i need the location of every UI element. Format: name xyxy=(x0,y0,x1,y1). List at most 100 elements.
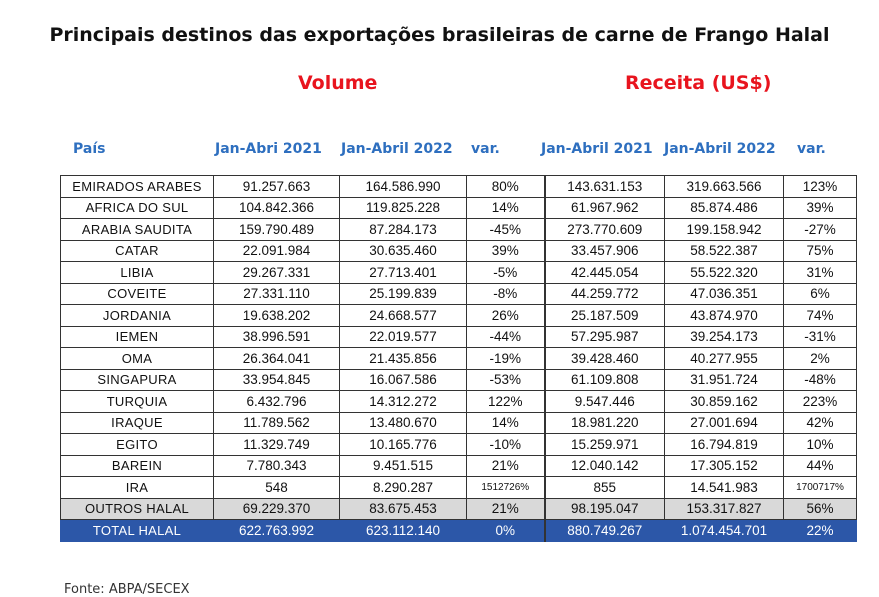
cell-country: SINGAPURA xyxy=(60,368,214,391)
cell-rec-2021: 273.770.609 xyxy=(543,218,665,241)
cell-rec-2022: 85.874.486 xyxy=(664,196,784,219)
cell-country: IEMEN xyxy=(60,325,214,348)
cell-vol-2021: 69.229.370 xyxy=(213,497,340,520)
cell-rec-2022: 27.001.694 xyxy=(664,411,784,434)
exports-table: EMIRADOS ARABES 91.257.663 164.586.990 80% 1… xyxy=(60,175,857,542)
cell-rec-var: 44% xyxy=(783,454,857,477)
header-rec-2021: Jan-Abril 2021 xyxy=(541,141,653,157)
cell-rec-var: 39% xyxy=(783,196,857,219)
cell-vol-2022: 13.480.670 xyxy=(339,411,467,434)
header-vol-2022: Jan-Abril 2022 xyxy=(341,141,453,157)
cell-vol-var: -44% xyxy=(466,325,545,348)
cell-rec-2021: 33.457.906 xyxy=(543,239,665,262)
cell-rec-2022: 1.074.454.701 xyxy=(664,519,784,542)
cell-rec-var: -48% xyxy=(783,368,857,391)
table-row: IRA 548 8.290.287 1512726% 855 14.541.983 1700… xyxy=(60,476,857,499)
cell-rec-var: 42% xyxy=(783,411,857,434)
cell-vol-var: 39% xyxy=(466,239,545,262)
cell-rec-var: -31% xyxy=(783,325,857,348)
cell-rec-2022: 199.158.942 xyxy=(664,218,784,241)
header-rec-var: var. xyxy=(797,141,826,157)
cell-rec-var: 123% xyxy=(783,175,857,198)
cell-vol-2021: 7.780.343 xyxy=(213,454,340,477)
cell-rec-2021: 44.259.772 xyxy=(543,282,665,305)
cell-vol-2021: 548 xyxy=(213,476,340,499)
cell-vol-2021: 11.789.562 xyxy=(213,411,340,434)
cell-vol-2021: 11.329.749 xyxy=(213,433,340,456)
table-row: CATAR 22.091.984 30.635.460 39% 33.457.906 58… xyxy=(60,239,857,262)
cell-vol-var: 26% xyxy=(466,304,545,327)
cell-vol-var: 21% xyxy=(466,454,545,477)
cell-rec-2022: 58.522.387 xyxy=(664,239,784,262)
outros-row: OUTROS HALAL 69.229.370 83.675.453 21% 98.19… xyxy=(60,497,857,520)
cell-rec-var: 75% xyxy=(783,239,857,262)
cell-vol-2022: 25.199.839 xyxy=(339,282,467,305)
cell-vol-2022: 30.635.460 xyxy=(339,239,467,262)
cell-vol-var: -45% xyxy=(466,218,545,241)
cell-country: CATAR xyxy=(60,239,214,262)
cell-vol-2021: 19.638.202 xyxy=(213,304,340,327)
cell-vol-2021: 26.364.041 xyxy=(213,347,340,370)
cell-vol-var: -5% xyxy=(466,261,545,284)
table-row: SINGAPURA 33.954.845 16.067.586 -53% 61.109.… xyxy=(60,368,857,391)
cell-rec-2021: 98.195.047 xyxy=(543,497,665,520)
cell-rec-var: 223% xyxy=(783,390,857,413)
cell-vol-var: 80% xyxy=(466,175,545,198)
cell-vol-2022: 24.668.577 xyxy=(339,304,467,327)
header-vol-2021: Jan-Abri 2021 xyxy=(215,141,322,157)
cell-vol-var: 21% xyxy=(466,497,545,520)
cell-rec-2022: 39.254.173 xyxy=(664,325,784,348)
cell-rec-2021: 61.967.962 xyxy=(543,196,665,219)
cell-vol-2021: 159.790.489 xyxy=(213,218,340,241)
table-row: IEMEN 38.996.591 22.019.577 -44% 57.295.987 3… xyxy=(60,325,857,348)
cell-rec-2022: 47.036.351 xyxy=(664,282,784,305)
cell-country: EMIRADOS ARABES xyxy=(60,175,214,198)
table-row: EMIRADOS ARABES 91.257.663 164.586.990 80% 1… xyxy=(60,175,857,198)
table-row: IRAQUE 11.789.562 13.480.670 14% 18.981.220 2… xyxy=(60,411,857,434)
table-row: OMA 26.364.041 21.435.856 -19% 39.428.460 40.… xyxy=(60,347,857,370)
table-row: JORDANIA 19.638.202 24.668.577 26% 25.187.50… xyxy=(60,304,857,327)
cell-vol-2021: 29.267.331 xyxy=(213,261,340,284)
cell-rec-2021: 12.040.142 xyxy=(543,454,665,477)
cell-country: OUTROS HALAL xyxy=(60,497,214,520)
cell-rec-2022: 55.522.320 xyxy=(664,261,784,284)
cell-rec-var: 10% xyxy=(783,433,857,456)
page-title: Principais destinos das exportações bras… xyxy=(49,24,830,46)
cell-country: IRAQUE xyxy=(60,411,214,434)
cell-vol-2022: 27.713.401 xyxy=(339,261,467,284)
table-row: AFRICA DO SUL 104.842.366 119.825.228 14% 61… xyxy=(60,196,857,219)
cell-vol-var: -10% xyxy=(466,433,545,456)
header-pais: País xyxy=(73,141,106,157)
cell-vol-2021: 38.996.591 xyxy=(213,325,340,348)
cell-rec-var: 1700717% xyxy=(783,476,857,499)
cell-rec-var: 74% xyxy=(783,304,857,327)
table-row: LIBIA 29.267.331 27.713.401 -5% 42.445.054 55… xyxy=(60,261,857,284)
source-note: Fonte: ABPA/SECEX xyxy=(64,582,190,597)
cell-rec-2022: 43.874.970 xyxy=(664,304,784,327)
cell-rec-2021: 57.295.987 xyxy=(543,325,665,348)
cell-rec-2021: 18.981.220 xyxy=(543,411,665,434)
cell-rec-var: 22% xyxy=(783,519,857,542)
cell-rec-2021: 9.547.446 xyxy=(543,390,665,413)
cell-vol-2022: 623.112.140 xyxy=(339,519,467,542)
cell-vol-2022: 9.451.515 xyxy=(339,454,467,477)
cell-vol-2021: 104.842.366 xyxy=(213,196,340,219)
cell-rec-2021: 855 xyxy=(543,476,665,499)
cell-rec-2021: 39.428.460 xyxy=(543,347,665,370)
cell-rec-2022: 17.305.152 xyxy=(664,454,784,477)
cell-vol-2022: 14.312.272 xyxy=(339,390,467,413)
cell-vol-2022: 21.435.856 xyxy=(339,347,467,370)
cell-vol-2022: 22.019.577 xyxy=(339,325,467,348)
cell-vol-2021: 27.331.110 xyxy=(213,282,340,305)
cell-vol-var: 14% xyxy=(466,411,545,434)
cell-country: COVEITE xyxy=(60,282,214,305)
cell-vol-2021: 6.432.796 xyxy=(213,390,340,413)
cell-rec-2022: 31.951.724 xyxy=(664,368,784,391)
cell-vol-2022: 164.586.990 xyxy=(339,175,467,198)
cell-rec-2021: 42.445.054 xyxy=(543,261,665,284)
cell-rec-var: 56% xyxy=(783,497,857,520)
cell-country: EGITO xyxy=(60,433,214,456)
cell-rec-2021: 61.109.808 xyxy=(543,368,665,391)
header-vol-var: var. xyxy=(471,141,500,157)
cell-rec-2021: 143.631.153 xyxy=(543,175,665,198)
